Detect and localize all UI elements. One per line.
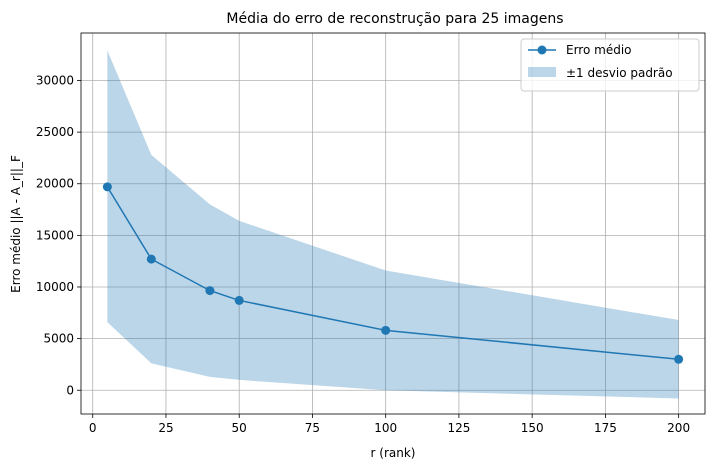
- x-axis-ticks: 0 25 50 75 100 125 150 175 200: [89, 414, 690, 435]
- y-tick-label: 5000: [43, 332, 74, 346]
- x-tick-label: 50: [232, 421, 247, 435]
- x-tick-label: 150: [521, 421, 544, 435]
- y-axis-label: Erro médio ||A - A_r||_F: [9, 155, 23, 293]
- legend-marker-swatch: [537, 45, 547, 55]
- x-tick-label: 175: [594, 421, 617, 435]
- x-tick-label: 0: [89, 421, 97, 435]
- legend-band-swatch: [528, 67, 556, 77]
- data-point: [102, 182, 112, 192]
- plot-frame: [80, 32, 706, 415]
- y-axis-ticks: 0 5000 10000 15000 20000 25000 30000: [36, 73, 81, 397]
- std-band: [107, 50, 679, 399]
- series-points: [102, 182, 684, 364]
- data-point: [234, 295, 244, 305]
- grid: [81, 33, 705, 414]
- data-point: [205, 286, 215, 296]
- legend-box: [520, 38, 700, 92]
- y-tick-label: 20000: [36, 177, 74, 191]
- y-tick-label: 15000: [36, 228, 74, 242]
- data-point: [381, 325, 391, 335]
- x-tick-label: 100: [374, 421, 397, 435]
- legend-label-mean: Erro médio: [566, 43, 632, 57]
- x-tick-label: 25: [158, 421, 173, 435]
- legend-label-band: ±1 desvio padrão: [566, 66, 673, 80]
- chart-title: Média do erro de reconstrução para 25 im…: [226, 11, 563, 27]
- x-tick-label: 75: [305, 421, 320, 435]
- y-tick-label: 30000: [36, 73, 74, 87]
- data-point: [674, 354, 684, 364]
- y-tick-label: 10000: [36, 280, 74, 294]
- legend: Erro médio ±1 desvio padrão: [520, 38, 700, 92]
- x-axis-label: r (rank): [371, 446, 416, 460]
- data-point: [146, 254, 156, 264]
- x-tick-label: 125: [447, 421, 470, 435]
- y-tick-label: 25000: [36, 125, 74, 139]
- series-line: [106, 186, 679, 361]
- y-tick-label: 0: [66, 383, 74, 397]
- x-tick-label: 200: [667, 421, 690, 435]
